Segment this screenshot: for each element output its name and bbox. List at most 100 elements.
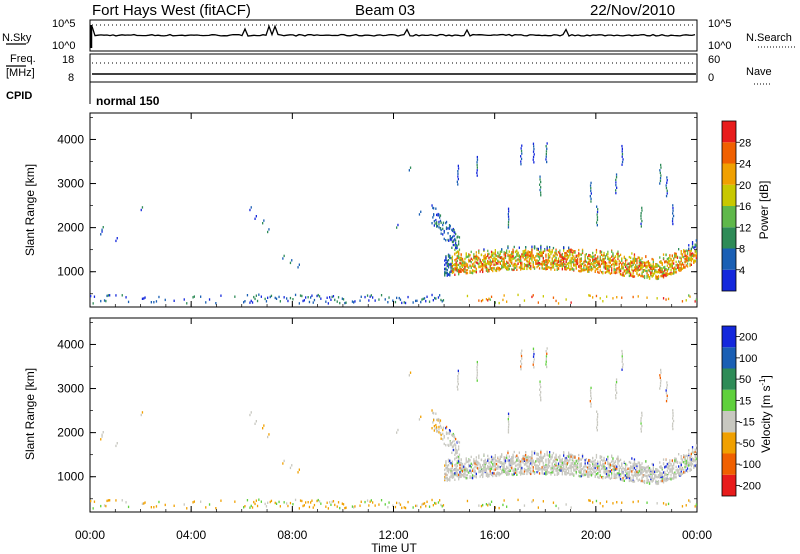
- power-cell: [325, 300, 327, 303]
- power-cell: [490, 262, 493, 265]
- power-cell: [297, 266, 299, 269]
- velocity-cell: [470, 455, 472, 459]
- velocity-cell: [351, 505, 354, 508]
- power-cell: [283, 254, 285, 258]
- velocity-cell: [183, 503, 185, 506]
- power-cell: [557, 260, 560, 264]
- velocity-cell: [489, 470, 491, 473]
- velocity-cell: [544, 472, 546, 475]
- power-cell: [672, 204, 674, 207]
- velocity-cell: [460, 472, 462, 476]
- power-cell: [621, 152, 624, 156]
- power-cell: [489, 259, 491, 262]
- velocity-cell: [673, 467, 675, 470]
- velocity-cell: [532, 461, 534, 464]
- power-cell: [530, 267, 532, 271]
- power-cell: [507, 268, 509, 271]
- power-cell: [457, 170, 459, 173]
- velocity-cell: [616, 468, 618, 471]
- velocity-cell: [654, 474, 656, 477]
- velocity-cell: [243, 506, 245, 509]
- power-cell: [578, 265, 580, 268]
- power-cell: [267, 296, 269, 299]
- power-cell: [581, 250, 584, 253]
- velocity-cell: [455, 474, 457, 477]
- power-cell: [646, 276, 648, 279]
- power-cell: [609, 272, 611, 275]
- velocity-cell: [579, 463, 581, 466]
- velocity-cell: [508, 455, 510, 458]
- velocity-cell: [445, 432, 448, 436]
- velocity-cell: [458, 448, 460, 451]
- power-cell: [615, 178, 617, 182]
- power-cell: [512, 255, 514, 258]
- power-cell: [101, 230, 103, 233]
- power-cell: [556, 263, 558, 267]
- velocity-cell: [652, 472, 654, 475]
- velocity-cell: [530, 470, 532, 473]
- velocity-cell: [565, 469, 567, 472]
- velocity-cell: [90, 499, 92, 503]
- velocity-cell: [651, 462, 653, 466]
- power-cell: [603, 251, 605, 255]
- power-cell: [670, 271, 672, 274]
- velocity-cell: [528, 468, 531, 472]
- velocity-cell: [693, 466, 695, 469]
- power-cell: [254, 297, 256, 301]
- power-cell: [683, 249, 685, 252]
- velocity-cell: [636, 470, 638, 473]
- power-cell: [471, 258, 474, 262]
- power-cell: [581, 251, 584, 255]
- power-cell: [495, 267, 498, 270]
- power-cell: [483, 248, 485, 251]
- velocity-cell: [416, 504, 418, 507]
- power-cell: [115, 294, 117, 297]
- power-cell: [504, 254, 507, 257]
- power-cell: [590, 255, 593, 258]
- power-cell: [590, 187, 592, 190]
- velocity-cell: [645, 469, 647, 472]
- velocity-cell: [378, 503, 380, 506]
- power-cell: [384, 298, 386, 301]
- velocity-cell: [497, 464, 499, 467]
- velocity-cell: [545, 350, 547, 353]
- power-cell: [612, 252, 614, 255]
- power-cell: [458, 236, 461, 239]
- velocity-cell: [565, 457, 567, 460]
- velocity-cell: [478, 467, 480, 471]
- nsearch-label: N.Search: [746, 32, 792, 44]
- power-cell: [684, 261, 686, 264]
- velocity-cell: [494, 465, 496, 468]
- power-cell: [246, 294, 249, 297]
- power-cell: [465, 264, 467, 268]
- power-cell: [107, 294, 109, 297]
- power-cell: [530, 257, 532, 260]
- power-cell: [595, 251, 598, 254]
- velocity-cell: [584, 468, 586, 472]
- power-cell: [533, 258, 536, 261]
- velocity-cell: [612, 459, 614, 463]
- power-cell: [612, 259, 614, 262]
- power-cell: [673, 257, 675, 260]
- velocity-cell: [595, 469, 598, 472]
- y-tick-label: 3000: [57, 382, 84, 396]
- power-cell: [691, 242, 694, 246]
- velocity-cell: [555, 469, 557, 472]
- power-cell: [688, 259, 690, 262]
- power-cell: [398, 296, 400, 300]
- power-cell: [331, 295, 333, 299]
- power-cell: [604, 267, 606, 270]
- power-cell: [535, 259, 537, 262]
- power-cell: [547, 266, 550, 269]
- power-cell: [630, 260, 632, 263]
- velocity-cell: [646, 481, 648, 484]
- velocity-cell: [249, 413, 251, 417]
- freq-panel-frame: [89, 53, 698, 83]
- velocity-cell: [512, 456, 514, 459]
- velocity-cell: [530, 462, 532, 465]
- velocity-cell: [599, 502, 601, 505]
- power-cell: [695, 244, 697, 247]
- velocity-cell: [494, 455, 496, 459]
- power-cell: [490, 295, 493, 298]
- velocity-cell: [642, 470, 644, 473]
